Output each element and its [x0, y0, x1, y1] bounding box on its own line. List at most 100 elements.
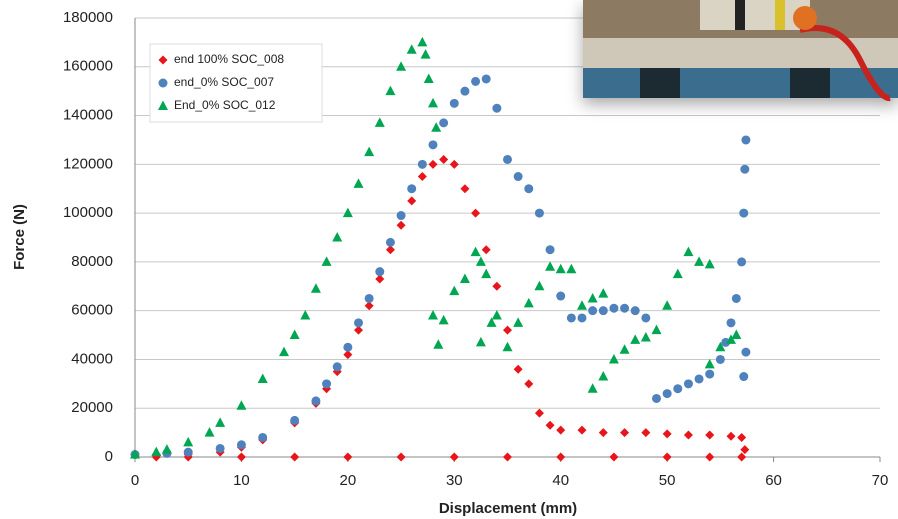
point [423, 73, 434, 83]
point [587, 383, 598, 393]
point [322, 379, 332, 389]
point [705, 369, 715, 379]
point [343, 452, 353, 462]
y-tick-label: 80000 [71, 253, 113, 270]
x-tick-label: 60 [765, 472, 782, 489]
point [704, 258, 715, 269]
point [683, 430, 693, 440]
point [721, 337, 731, 347]
point [662, 452, 672, 462]
point [375, 274, 385, 284]
point [731, 329, 742, 340]
point [524, 379, 534, 389]
point [407, 196, 417, 206]
point [640, 331, 651, 342]
point [672, 268, 683, 279]
point [739, 372, 749, 382]
point [673, 384, 683, 394]
point [641, 428, 651, 438]
point [385, 237, 395, 247]
point [343, 350, 353, 360]
legend-label: End_0% SOC_012 [174, 98, 276, 112]
point [475, 336, 486, 347]
y-tick-label: 120000 [63, 155, 113, 172]
point [215, 443, 225, 453]
point [620, 303, 630, 313]
point [290, 415, 300, 425]
point [364, 146, 375, 157]
point [545, 261, 556, 271]
point [577, 313, 587, 323]
point [279, 346, 289, 357]
point [545, 245, 555, 255]
point [439, 154, 449, 164]
point [556, 291, 566, 301]
point [439, 118, 449, 128]
x-tick-label: 10 [233, 472, 250, 489]
point [740, 164, 750, 174]
point [321, 256, 332, 266]
point [726, 318, 736, 328]
point [130, 449, 140, 459]
point [459, 273, 470, 283]
point [566, 313, 576, 323]
point [492, 281, 502, 291]
point [460, 184, 470, 194]
point [396, 211, 406, 221]
point [715, 354, 725, 364]
y-axis-title: Force (N) [11, 204, 28, 270]
point [420, 49, 431, 59]
point [375, 267, 385, 277]
point [598, 306, 608, 316]
point [566, 263, 577, 274]
point [417, 36, 428, 47]
point [630, 334, 641, 344]
point [556, 425, 566, 435]
point [739, 208, 749, 218]
point [183, 447, 193, 457]
point [705, 452, 715, 462]
point [737, 452, 747, 462]
point [513, 364, 523, 374]
series [130, 74, 751, 460]
point [502, 341, 513, 352]
point [523, 297, 534, 308]
point [417, 172, 427, 182]
legend-marker [158, 55, 168, 65]
point [513, 172, 523, 182]
point [428, 159, 438, 169]
point [332, 232, 343, 242]
y-tick-label: 160000 [63, 58, 113, 75]
point [385, 245, 395, 255]
point [491, 310, 502, 320]
x-tick-label: 70 [872, 472, 889, 489]
point [449, 452, 459, 462]
point [577, 425, 587, 435]
point [577, 300, 587, 310]
point [471, 76, 481, 86]
point [588, 306, 598, 316]
point [609, 303, 619, 313]
point [683, 246, 694, 257]
legend-marker [158, 78, 168, 88]
point [737, 432, 747, 442]
point [236, 452, 246, 462]
y-tick-label: 20000 [71, 399, 113, 416]
point [290, 452, 300, 462]
point [662, 389, 672, 399]
point [310, 283, 321, 293]
point [258, 432, 268, 442]
point [460, 86, 470, 96]
x-axis-title: Displacement (mm) [439, 500, 577, 517]
point [704, 358, 715, 369]
point [503, 452, 512, 462]
point [364, 301, 374, 311]
point [726, 334, 736, 344]
point [151, 446, 162, 457]
point [343, 342, 353, 352]
point [683, 379, 693, 389]
point [694, 374, 704, 384]
point [428, 140, 438, 150]
point [354, 325, 363, 335]
plot-area: 0 20000 40000 60000 80000 100000 120000 140000 1… [63, 9, 888, 489]
